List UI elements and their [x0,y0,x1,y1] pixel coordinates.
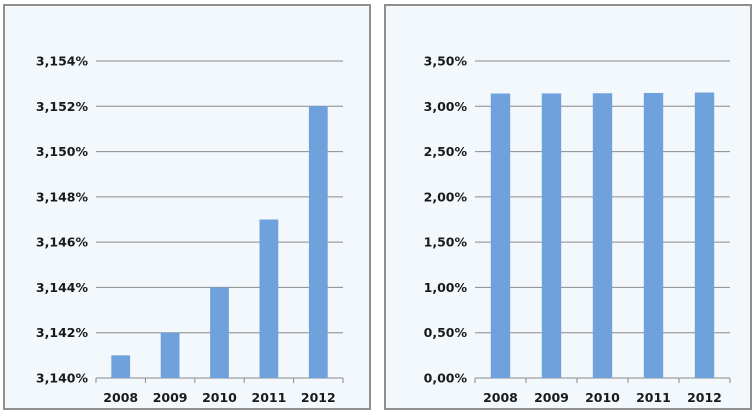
chart-panel-right: 0,00% 0,50% 1,00% 1,50% 2,00% 2,50% 3,00% 3,50%… [384,4,752,410]
x-tick-label: 2010 [585,390,620,405]
y-tick-label: 1,50% [424,235,468,250]
bar-2009 [541,93,562,379]
y-tick-label: 3,152% [36,99,89,114]
y-tick-label: 2,00% [424,189,468,204]
x-tick-label: 2011 [636,390,671,405]
y-tick-label: 0,50% [424,325,468,340]
x-tick-label: 2009 [153,390,188,405]
bar-2010 [592,93,613,378]
x-tick-label: 2008 [103,390,138,405]
x-tick-label: 2012 [301,390,336,405]
bar-2012 [694,92,715,378]
bar-2008 [490,93,511,379]
bar-2008 [111,355,131,378]
y-tick-label: 3,150% [36,144,89,159]
y-tick-label: 3,146% [36,235,89,250]
y-tick-label: 3,144% [36,280,89,295]
bar-2009 [160,332,180,378]
y-tick-label: 0,00% [424,371,468,386]
y-tick-label: 3,148% [36,189,89,204]
y-tick-label: 3,142% [36,325,89,340]
bar-chart-right: 0,00% 0,50% 1,00% 1,50% 2,00% 2,50% 3,00% 3,50%… [424,54,731,405]
y-tick-label: 1,00% [424,280,468,295]
y-tick-label: 3,140% [36,371,89,386]
x-tick-label: 2008 [483,390,518,405]
y-tick-label: 3,50% [424,54,468,69]
x-tick-label: 2009 [534,390,569,405]
y-tick-label: 3,00% [424,99,468,114]
bar-2010 [210,287,229,378]
bar-2012 [308,106,328,379]
bar-chart-left: 3,140% 3,142% 3,144% 3,146% 3,148% 3,150% 3,15… [36,54,344,405]
bar-2011 [259,219,279,378]
y-tick-label: 3,154% [36,54,89,69]
bar-2011 [643,92,664,379]
x-tick-label: 2010 [202,390,237,405]
x-tick-label: 2011 [252,390,287,405]
y-tick-label: 2,50% [424,144,468,159]
chart-panel-left: 3,140% 3,142% 3,144% 3,146% 3,148% 3,150% 3,15… [3,4,371,410]
x-tick-label: 2012 [687,390,722,405]
